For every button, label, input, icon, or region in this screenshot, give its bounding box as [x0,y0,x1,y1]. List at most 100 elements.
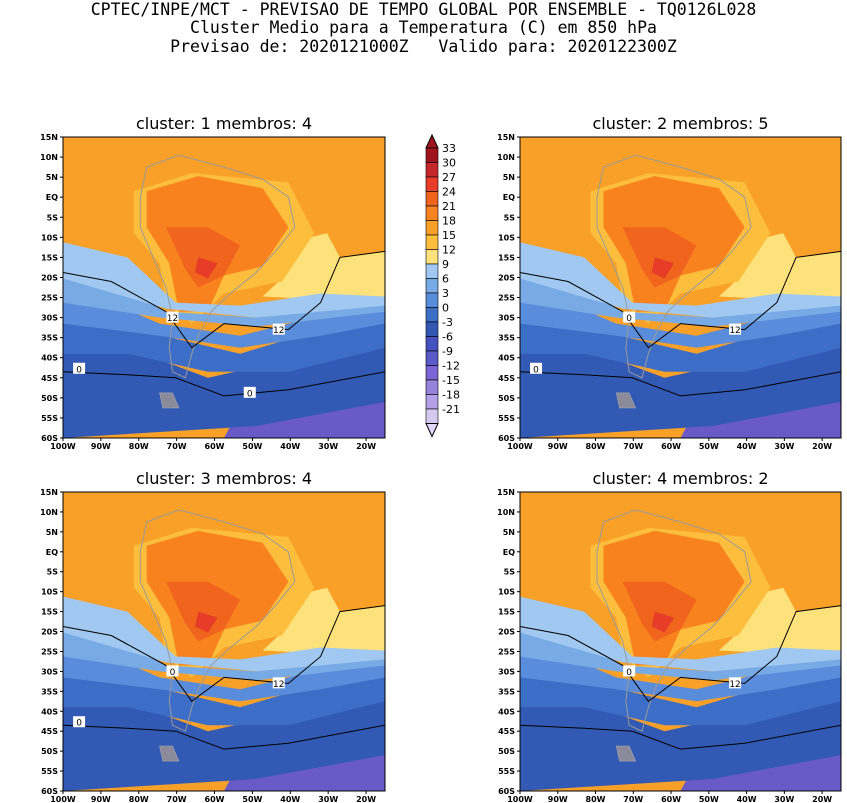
warm-region [622,581,697,642]
temperature-field [63,492,385,791]
colorbar-label: 3 [442,287,449,300]
colorbar-label: 33 [442,142,456,155]
warm-region [195,257,218,279]
colorbar-bottom-arrow [425,423,439,438]
contour-line [63,250,385,349]
contour-label: 12 [167,314,178,324]
lat-label: EQ [46,193,58,202]
colorbar-label: 12 [442,244,456,257]
lat-label: 35S [498,687,515,696]
lon-label: 70W [623,795,643,803]
lon-label: 50W [242,442,262,451]
colorbar-segment [425,191,439,207]
land-patagonia [159,392,180,409]
lon-label: 20W [812,442,832,451]
map-frame [519,491,842,792]
cold-region [63,293,385,348]
continent-outline [139,154,296,379]
contour-label-box [166,311,179,323]
lat-label: 10N [497,508,515,517]
colorbar-label: 27 [442,171,456,184]
colorbar-label: -18 [442,389,460,402]
colorbar-label: 6 [442,273,449,286]
colorbar-label: 21 [442,200,456,213]
lat-label: 10S [498,588,515,597]
lat-label: 45S [41,374,58,383]
lat-label: 25S [41,294,58,303]
contour-label: 0 [170,668,176,678]
contour-label-box [166,665,179,677]
colorbar-segment [425,147,439,163]
temperature-field [520,492,841,791]
lon-label: 100W [50,795,76,803]
lat-label: 25S [41,647,58,656]
lat-label: 10N [497,153,515,162]
colorbar-label: 15 [442,229,456,242]
contour-label-box [530,362,543,374]
lat-label: 50S [498,394,515,403]
contour-line [520,250,841,349]
colorbar-label: -3 [442,316,453,329]
lon-label: 40W [280,442,300,451]
lat-label: 10N [40,153,58,162]
lon-label: 30W [318,795,338,803]
cold-region [520,626,841,681]
colorbar-segment [425,321,439,337]
contour-label-box [729,677,742,689]
colorbar-segment [425,292,439,308]
contour-line [63,724,385,750]
lon-label: 100W [507,795,533,803]
contour-line [63,371,385,397]
land-patagonia [159,745,180,762]
lon-label: 90W [91,795,111,803]
contour-label: 12 [273,680,284,690]
colorbar-segment [425,307,439,323]
panel-title: cluster: 3 membros: 4 [136,469,312,488]
lon-label: 50W [699,795,719,803]
lat-label: 15N [497,133,515,142]
warm-region [651,611,675,633]
temperature-field [63,137,385,438]
panel-title: cluster: 4 membros: 2 [592,469,768,488]
main-title: CPTEC/INPE/MCT - PREVISAO DE TEMPO GLOBA… [90,0,757,19]
colorbar-label: -21 [442,403,460,416]
contour-label: 0 [626,314,632,324]
colorbar-segment [425,263,439,279]
colorbar-label: -12 [442,360,460,373]
contour-label: 12 [729,680,740,690]
lat-label: 35S [41,687,58,696]
lat-label: 15N [40,488,58,497]
lon-label: 20W [812,795,832,803]
contour-line [63,605,385,703]
lon-label: 50W [699,442,719,451]
map-panel-1: 12 12 0 0 cluster: 1 membros: 4 15N 10N 5N EQ 5S 1… [40,114,386,451]
cold-region [63,626,385,681]
colorbar-top-arrow [425,133,439,149]
lat-label: 60S [41,787,58,796]
contour-line [520,371,841,397]
contour-label: 12 [273,326,284,336]
colorbar-label: -15 [442,374,460,387]
contour-label-box [623,311,636,323]
lat-label: 15S [498,253,515,262]
colorbar-segment [425,205,439,221]
lon-label: 70W [623,442,643,451]
continent-outline [139,509,296,732]
lon-label: 100W [50,442,76,451]
lat-label: 55S [41,414,58,423]
colorbar-segment [425,162,439,178]
colorbar-segment [425,394,439,410]
lat-label: 60S [41,434,58,443]
subtitle-variable: Cluster Medio para a Temperatura (C) em … [190,18,657,37]
lat-label: 60S [498,434,515,443]
panel-title: cluster: 2 membros: 5 [592,114,768,133]
colorbar-label: -9 [442,345,453,358]
lat-label: 40S [498,707,515,716]
lon-label: 90W [548,795,568,803]
lon-label: 70W [167,442,187,451]
contour-label-box [272,677,285,689]
contour-label: 0 [76,719,82,729]
lon-label: 30W [318,442,338,451]
warm-region [651,257,675,279]
